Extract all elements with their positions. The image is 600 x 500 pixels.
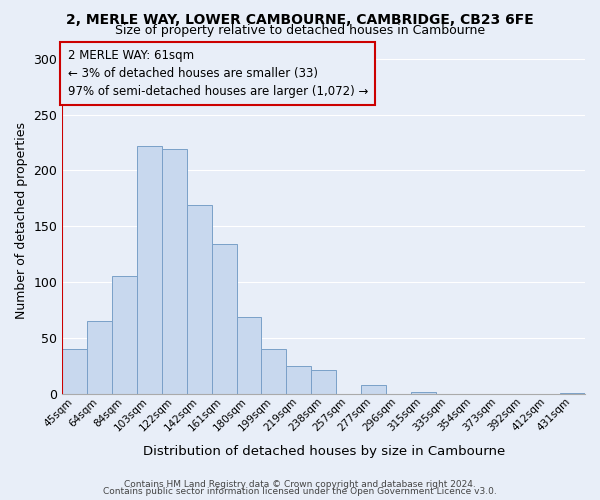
Bar bbox=[87, 321, 112, 394]
Bar bbox=[286, 366, 311, 394]
Text: 2 MERLE WAY: 61sqm
← 3% of detached houses are smaller (33)
97% of semi-detached: 2 MERLE WAY: 61sqm ← 3% of detached hous… bbox=[68, 49, 368, 98]
Bar bbox=[411, 392, 436, 394]
Text: Size of property relative to detached houses in Cambourne: Size of property relative to detached ho… bbox=[115, 24, 485, 37]
Y-axis label: Number of detached properties: Number of detached properties bbox=[15, 122, 28, 319]
Bar bbox=[162, 149, 187, 394]
Bar bbox=[137, 146, 162, 394]
Bar bbox=[560, 392, 585, 394]
Bar bbox=[262, 349, 286, 394]
Bar bbox=[112, 276, 137, 394]
Bar bbox=[212, 244, 236, 394]
Bar bbox=[361, 385, 386, 394]
Bar bbox=[62, 349, 87, 394]
Bar bbox=[236, 316, 262, 394]
Text: Contains HM Land Registry data © Crown copyright and database right 2024.: Contains HM Land Registry data © Crown c… bbox=[124, 480, 476, 489]
Text: 2, MERLE WAY, LOWER CAMBOURNE, CAMBRIDGE, CB23 6FE: 2, MERLE WAY, LOWER CAMBOURNE, CAMBRIDGE… bbox=[66, 12, 534, 26]
Bar bbox=[187, 205, 212, 394]
X-axis label: Distribution of detached houses by size in Cambourne: Distribution of detached houses by size … bbox=[143, 444, 505, 458]
Text: Contains public sector information licensed under the Open Government Licence v3: Contains public sector information licen… bbox=[103, 487, 497, 496]
Bar bbox=[311, 370, 336, 394]
